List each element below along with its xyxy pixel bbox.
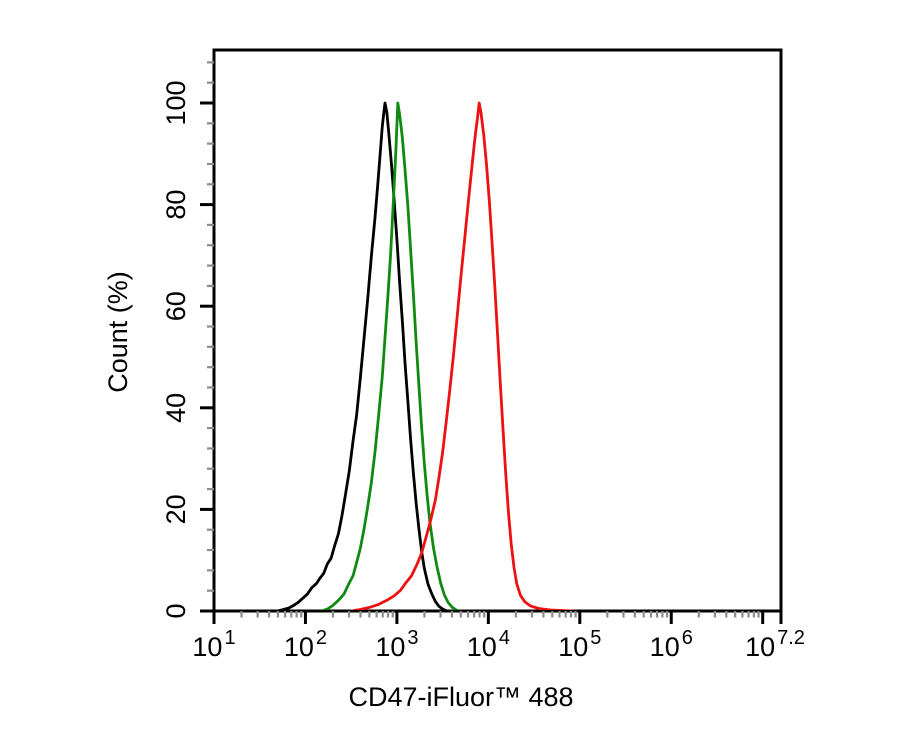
x-tick-label: 10 4 bbox=[467, 627, 510, 662]
plot-border bbox=[212, 48, 783, 613]
y-tick-label: 40 bbox=[161, 393, 191, 423]
series-red-curve bbox=[350, 101, 575, 610]
x-tick-label: 10 2 bbox=[284, 627, 327, 662]
y-axis-ticks bbox=[200, 61, 214, 613]
histogram-curves bbox=[277, 101, 575, 610]
x-tick-label: 10 3 bbox=[375, 627, 418, 662]
y-axis-tick-labels: 0 20 40 60 80 100 bbox=[161, 80, 191, 618]
x-tick-label: 10 5 bbox=[558, 627, 601, 662]
y-tick-label: 60 bbox=[161, 291, 191, 321]
y-tick-label: 100 bbox=[161, 80, 191, 125]
y-tick-label: 20 bbox=[161, 494, 191, 524]
plot-frame bbox=[212, 48, 783, 613]
series-green-curve bbox=[320, 101, 460, 610]
y-axis-title: Count (%) bbox=[103, 271, 133, 393]
x-tick-label: 10 6 bbox=[650, 627, 693, 662]
x-axis-ticks bbox=[212, 611, 783, 624]
y-tick-label: 80 bbox=[161, 190, 191, 220]
y-tick-label: 0 bbox=[161, 603, 191, 618]
x-axis-title: CD47-iFluor™ 488 bbox=[348, 682, 573, 712]
x-tick-label: 10 7.2 bbox=[745, 627, 805, 662]
x-tick-label: 10 1 bbox=[192, 627, 235, 662]
x-axis-tick-labels: 10 1 10 2 10 3 10 4 10 5 10 6 10 7.2 bbox=[192, 627, 805, 662]
series-black-control-curve bbox=[277, 101, 449, 610]
